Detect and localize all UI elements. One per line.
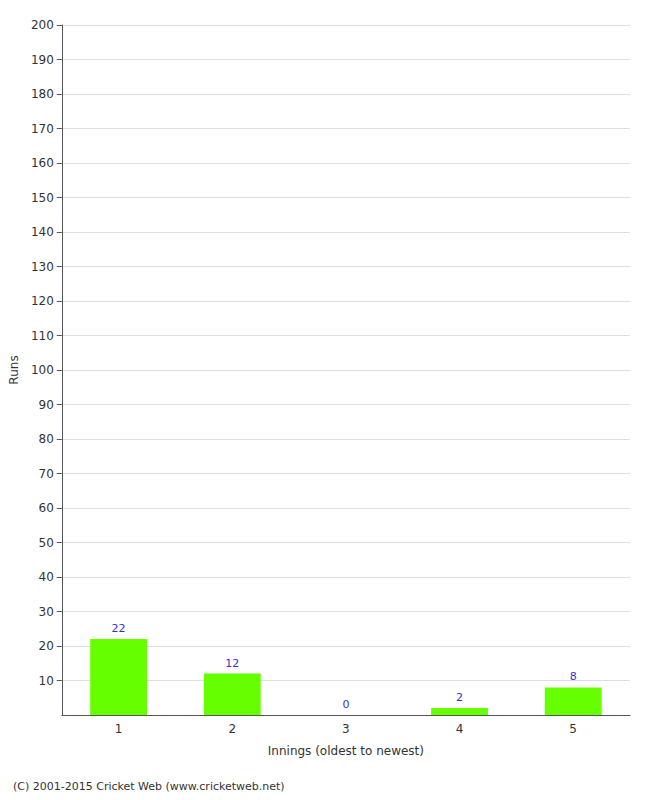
svg-text:110: 110 (31, 329, 54, 343)
svg-text:1: 1 (115, 722, 123, 736)
svg-text:130: 130 (31, 260, 54, 274)
svg-text:4: 4 (456, 722, 464, 736)
svg-text:(C) 2001-2015 Cricket Web (www: (C) 2001-2015 Cricket Web (www.cricketwe… (13, 780, 285, 793)
svg-text:20: 20 (39, 639, 54, 653)
svg-text:70: 70 (39, 467, 54, 481)
svg-text:160: 160 (31, 156, 54, 170)
svg-text:90: 90 (39, 398, 54, 412)
svg-text:Innings (oldest to newest): Innings (oldest to newest) (268, 744, 424, 758)
svg-text:200: 200 (31, 18, 54, 32)
svg-text:8: 8 (570, 670, 577, 683)
svg-text:140: 140 (31, 225, 54, 239)
svg-text:5: 5 (569, 722, 577, 736)
svg-text:30: 30 (39, 605, 54, 619)
svg-text:50: 50 (39, 536, 54, 550)
svg-text:3: 3 (342, 722, 350, 736)
svg-text:80: 80 (39, 432, 54, 446)
svg-text:12: 12 (225, 657, 239, 670)
svg-text:Runs: Runs (7, 355, 21, 384)
svg-text:190: 190 (31, 53, 54, 67)
svg-text:0: 0 (342, 698, 349, 711)
svg-text:22: 22 (112, 622, 126, 635)
svg-text:100: 100 (31, 363, 54, 377)
svg-text:170: 170 (31, 122, 54, 136)
svg-text:2: 2 (228, 722, 236, 736)
svg-text:60: 60 (39, 501, 54, 515)
svg-text:2: 2 (456, 691, 463, 704)
svg-text:10: 10 (39, 674, 54, 688)
svg-text:180: 180 (31, 87, 54, 101)
svg-text:120: 120 (31, 294, 54, 308)
svg-text:150: 150 (31, 191, 54, 205)
svg-text:40: 40 (39, 570, 54, 584)
